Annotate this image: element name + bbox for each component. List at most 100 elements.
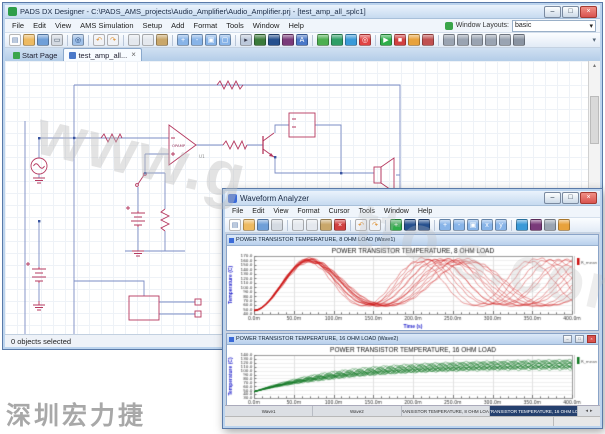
ground-symbol[interactable] [33,177,45,184]
wave-toolbar-grid-toggle-icon[interactable] [544,219,556,231]
main-toolbar-run-simulation-icon[interactable]: ▶ [380,34,392,46]
main-menu-edit[interactable]: Edit [33,21,47,30]
main-toolbar-print-icon[interactable]: ▭ [51,34,63,46]
main-menu-format[interactable]: Format [193,21,218,30]
ac-source[interactable] [30,157,48,175]
wave-toolbar-zoom-out-icon[interactable]: - [453,219,465,231]
main-toolbar-new-sheet-icon[interactable] [345,34,357,46]
main-toolbar-add-symbol-icon[interactable] [331,34,343,46]
main-toolbar-select-icon[interactable]: ▸ [240,34,252,46]
main-toolbar-undo-icon[interactable]: ↶ [93,34,105,46]
wave-tab-2[interactable]: POWER TRANSISTOR TEMPERATURE, 8 OHM LOAD… [402,406,490,416]
scrollbar-thumb[interactable] [590,96,599,144]
main-toolbar-draw-circle-icon[interactable] [485,34,497,46]
tab-start-page[interactable]: Start Page [7,48,63,61]
main-toolbar-probe-icon[interactable] [408,34,420,46]
wave-menu-tools[interactable]: Tools [358,208,375,215]
main-toolbar-find-icon[interactable]: ◎ [72,34,84,46]
minimize-button[interactable]: – [544,192,561,204]
feedback-resistor[interactable] [216,79,244,91]
main-toolbar-draw-rect-icon[interactable] [471,34,483,46]
toolbar-overflow-icon[interactable]: ▾ [592,37,596,44]
wave-menu-cursor[interactable]: Cursor [328,208,350,215]
main-toolbar-new-icon[interactable]: ▤ [9,34,21,46]
scroll-right-icon[interactable]: ▸ [590,408,593,414]
wave-toolbar-zoom-in-icon[interactable]: + [439,219,451,231]
main-toolbar-draw-line-icon[interactable] [443,34,455,46]
wave-toolbar-undo-icon[interactable]: ↶ [355,219,367,231]
main-menu-tools[interactable]: Tools [226,21,244,30]
wave-tab-0[interactable]: Wave1 [225,406,314,416]
shunt-resistor[interactable] [159,208,171,232]
wave-toolbar-delete-icon[interactable]: × [334,219,346,231]
wave-toolbar-zoom-x-icon[interactable]: x [481,219,493,231]
main-toolbar-add-part-icon[interactable] [317,34,329,46]
thermal-model-box[interactable] [288,112,316,138]
main-toolbar-drc-check-icon[interactable]: ◎ [359,34,371,46]
wave-toolbar-save-icon[interactable] [257,219,269,231]
chart-16ohm-canvas[interactable] [227,345,598,405]
main-menu-help[interactable]: Help [288,21,304,30]
main-toolbar-draw-polygon-icon[interactable] [499,34,511,46]
main-menu-ams-simulation[interactable]: AMS Simulation [80,21,134,30]
wave-titlebar[interactable]: Waveform Analyzer – □ × [225,191,600,206]
main-toolbar-save-icon[interactable] [37,34,49,46]
main-toolbar-zoom-fit-icon[interactable]: ▣ [205,34,217,46]
tab-close-icon[interactable]: × [131,50,136,59]
wave-toolbar-measure-icon[interactable] [558,219,570,231]
scroll-left-icon[interactable]: ◂ [585,408,588,414]
main-toolbar-paste-icon[interactable] [156,34,168,46]
wave-toolbar-cut-icon[interactable] [292,219,304,231]
main-toolbar-add-text-icon[interactable]: A [296,34,308,46]
input-resistor[interactable] [100,132,123,144]
maximize-button[interactable]: □ [562,192,579,204]
main-toolbar-draw-arc-icon[interactable] [457,34,469,46]
dc-battery[interactable] [26,262,46,283]
child-minimize-button[interactable]: – [563,335,572,343]
wave-toolbar-new-icon[interactable]: ▤ [229,219,241,231]
main-toolbar-redo-icon[interactable]: ↷ [107,34,119,46]
schematic-canvas[interactable]: OPAMP U1 [5,61,589,334]
chart-8ohm-canvas[interactable] [227,246,598,330]
main-toolbar-cut-icon[interactable] [128,34,140,46]
main-menu-add[interactable]: Add [171,21,185,30]
main-toolbar-add-bus-icon[interactable] [268,34,280,46]
main-menu-file[interactable]: File [12,21,25,30]
main-toolbar-draw-pencil-icon[interactable] [513,34,525,46]
wave-toolbar-paste-icon[interactable] [320,219,332,231]
window-layouts-select[interactable]: basic ▾ [512,19,596,32]
ground-symbol[interactable] [132,250,144,257]
wave2-titlebar[interactable]: POWER TRANSISTOR TEMPERATURE, 16 OHM LOA… [227,334,598,345]
child-maximize-button[interactable]: □ [575,335,584,343]
minimize-button[interactable]: – [544,5,561,18]
main-toolbar-zoom-area-icon[interactable]: ▢ [219,34,231,46]
connector-pin[interactable] [194,298,202,318]
close-button[interactable]: × [580,192,597,204]
main-toolbar-open-icon[interactable] [23,34,35,46]
main-toolbar-stop-simulation-icon[interactable]: ■ [394,34,406,46]
wave-toolbar-stack-curves-icon[interactable] [516,219,528,231]
wave-toolbar-cursor-1-icon[interactable] [404,219,416,231]
wave-menu-file[interactable]: File [232,208,244,215]
switch-symbol[interactable] [135,172,147,187]
wave-menu-edit[interactable]: Edit [252,208,265,215]
main-toolbar-add-net-icon[interactable] [282,34,294,46]
wave-menu-view[interactable]: View [273,208,289,215]
opamp-symbol[interactable] [168,124,197,166]
child-close-button[interactable]: × [587,335,596,343]
wave-toolbar-print-icon[interactable] [271,219,283,231]
wave-toolbar-overlay-curves-icon[interactable] [530,219,542,231]
tab-test-amp-all[interactable]: test_amp_all... × [63,48,142,61]
main-menu-setup[interactable]: Setup [142,21,163,30]
wave-tab-1[interactable]: Wave2 [313,406,402,416]
main-toolbar-add-wire-icon[interactable] [254,34,266,46]
wave-toolbar-redo-icon[interactable]: ↷ [369,219,381,231]
wave-toolbar-open-icon[interactable] [243,219,255,231]
wave-toolbar-add-waveform-icon[interactable]: + [390,219,402,231]
maximize-button[interactable]: □ [562,5,579,18]
main-toolbar-zoom-out-icon[interactable]: - [191,34,203,46]
main-toolbar-copy-icon[interactable] [142,34,154,46]
wave-toolbar-zoom-full-icon[interactable]: ▣ [467,219,479,231]
bjt-symbol[interactable] [262,132,275,158]
close-button[interactable]: × [580,5,597,18]
